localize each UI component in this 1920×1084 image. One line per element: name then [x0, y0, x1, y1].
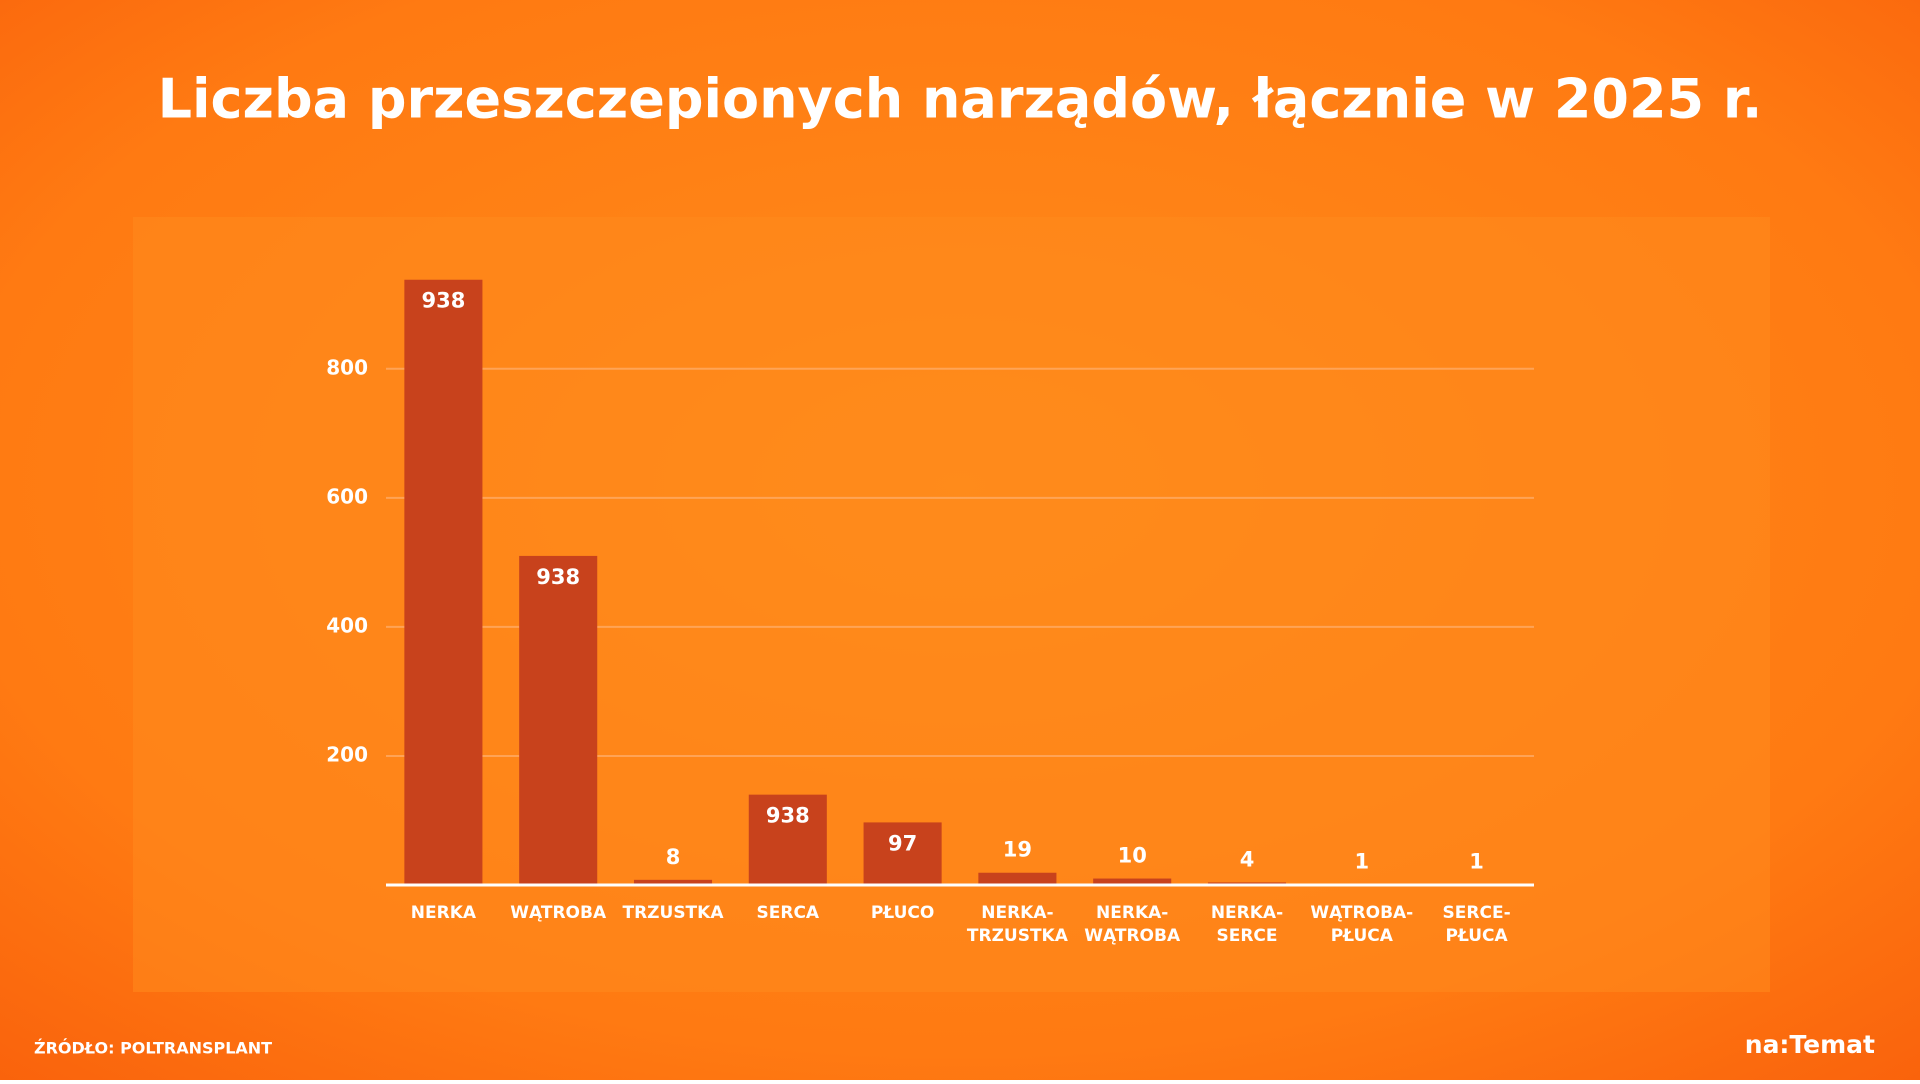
data-label: 938 [766, 804, 810, 828]
data-label: 19 [1003, 838, 1032, 862]
data-label: 4 [1240, 847, 1255, 871]
data-label: 10 [1118, 844, 1147, 868]
data-label: 97 [888, 831, 917, 855]
x-tick-label: NERKA- [1211, 903, 1283, 923]
x-tick-label: SERCE- [1443, 903, 1511, 923]
bar [1093, 878, 1172, 885]
x-tick-label: PŁUCA [1331, 926, 1394, 946]
bar [978, 872, 1057, 885]
data-label: 1 [1469, 849, 1484, 873]
x-tick-label: WĄTROBA [510, 903, 607, 923]
y-tick-label: 800 [326, 355, 368, 379]
y-tick-label: 600 [326, 484, 368, 508]
y-tick-label: 200 [326, 742, 368, 766]
x-tick-label: TRZUSTKA [623, 903, 725, 923]
data-label: 938 [536, 565, 580, 589]
data-label: 8 [666, 845, 681, 869]
y-tick-label: 400 [326, 613, 368, 637]
x-tick-label: PŁUCA [1445, 926, 1508, 946]
chart-title: Liczba przeszczepionych narządów, łączni… [158, 68, 1763, 131]
x-tick-label: NERKA- [1096, 903, 1168, 923]
x-tick-label: SERCA [757, 903, 820, 923]
bar [633, 879, 713, 885]
x-tick-label: NERKA [411, 903, 477, 923]
x-tick-label: NERKA- [981, 903, 1053, 923]
bar [748, 794, 827, 885]
data-label: 1 [1354, 849, 1369, 873]
x-tick-label: PŁUCO [871, 903, 935, 923]
data-label: 938 [421, 289, 465, 313]
x-tick-label: WĄTROBA- [1310, 903, 1413, 923]
x-tick-label: SERCE [1216, 926, 1277, 946]
x-tick-label: TRZUSTKA [967, 926, 1069, 946]
bar [519, 555, 598, 885]
chart-panel [133, 217, 1770, 992]
brand-logo: na:Temat [1745, 1030, 1875, 1059]
source: ŹRÓDŁO: POLTRANSPLANT [34, 1039, 272, 1058]
bar [404, 279, 483, 885]
x-tick-label: WĄTROBA [1084, 926, 1181, 946]
bar [863, 822, 942, 885]
